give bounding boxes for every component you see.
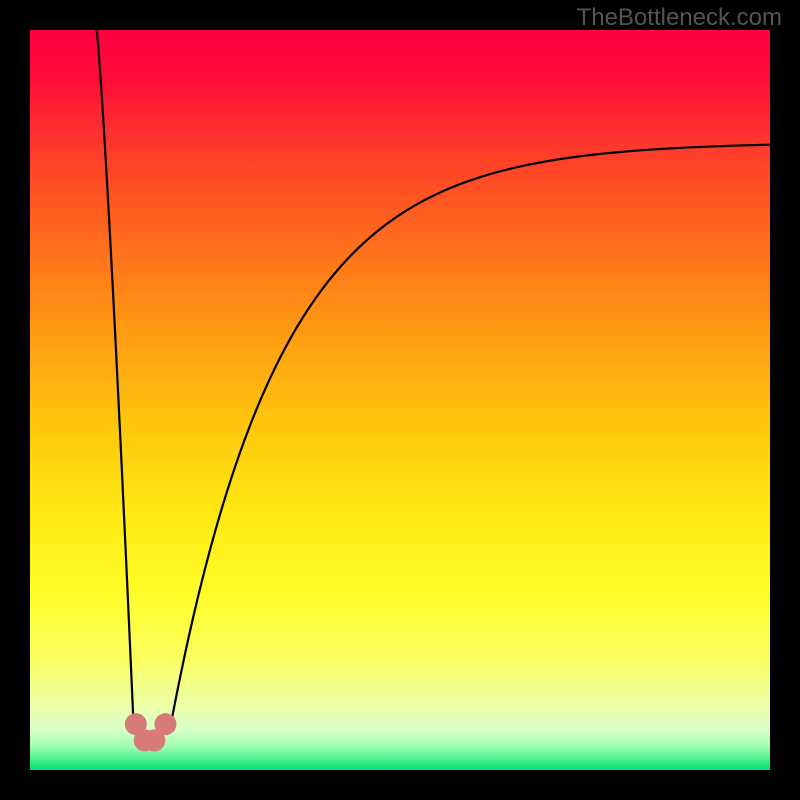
chart-svg [0,0,800,800]
watermark-label: TheBottleneck.com [577,4,782,32]
marker-dot [154,713,176,735]
chart-container: TheBottleneck.com [0,0,800,800]
gradient-background [30,30,770,770]
